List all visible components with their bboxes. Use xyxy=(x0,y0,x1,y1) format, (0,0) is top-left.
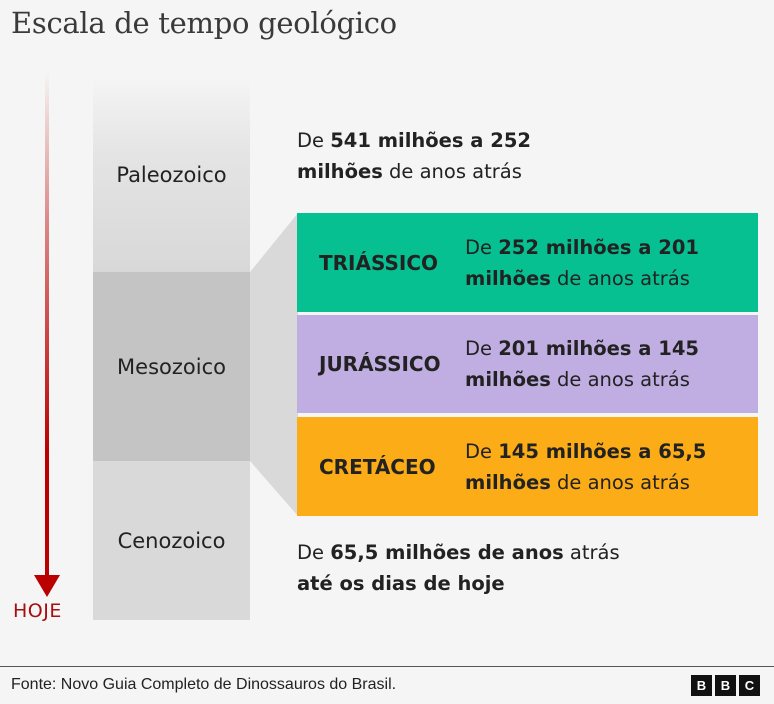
era-label: Cenozoico xyxy=(117,528,226,553)
desc-text: de anos atrás xyxy=(550,368,690,391)
desc-text: de anos atrás xyxy=(382,160,522,183)
period-name: TRIÁSSICO xyxy=(319,250,438,275)
paleozoic-description: De 541 milhões a 252 milhões de anos atr… xyxy=(297,125,531,187)
era-paleozoic: Paleozoico xyxy=(93,78,250,272)
desc-bold: milhões xyxy=(465,470,551,494)
period-name: CRETÁCEO xyxy=(319,454,436,479)
logo-letter: C xyxy=(739,675,760,696)
desc-bold: 201 milhões a 145 xyxy=(498,337,699,360)
desc-text: de anos atrás xyxy=(550,266,690,290)
desc-bold: 65,5 milhões de anos xyxy=(330,541,564,564)
timeline-arrow-shaft xyxy=(45,72,49,577)
desc-bold: 541 milhões a 252 xyxy=(330,129,531,152)
desc-bold: 252 milhões a 201 xyxy=(498,235,699,259)
period-jurassic: JURÁSSICO De 201 milhões a 145 milhões d… xyxy=(297,315,758,413)
era-mesozoic: Mesozoico xyxy=(93,272,250,461)
desc-text: De xyxy=(465,337,499,360)
period-description: De 252 milhões a 201 milhões de anos atr… xyxy=(465,232,699,294)
era-label: Mesozoico xyxy=(117,354,226,379)
desc-text: atrás xyxy=(563,541,620,564)
desc-text: De xyxy=(297,541,331,564)
desc-text: De xyxy=(297,129,331,152)
desc-bold: 145 milhões a 65,5 xyxy=(498,439,707,463)
chart-title: Escala de tempo geológico xyxy=(11,6,397,40)
cenozoic-description: De 65,5 milhões de anos atrás até os dia… xyxy=(297,537,620,599)
bbc-logo: B B C xyxy=(691,675,760,696)
source-note: Fonte: Novo Guia Completo de Dinossauros… xyxy=(11,676,397,693)
desc-bold: até os dias de hoje xyxy=(297,572,505,595)
footer-divider xyxy=(0,666,774,667)
arrow-down-icon xyxy=(34,575,60,597)
era-label: Paleozoico xyxy=(116,163,227,187)
desc-bold: milhões xyxy=(465,368,551,391)
logo-letter: B xyxy=(715,675,736,696)
period-triassic: TRIÁSSICO De 252 milhões a 201 milhões d… xyxy=(297,213,758,312)
today-label: HOJE xyxy=(13,600,62,622)
desc-text: De xyxy=(465,235,499,259)
desc-text: De xyxy=(465,439,499,463)
mesozoic-expansion-connector xyxy=(250,213,298,516)
period-name: JURÁSSICO xyxy=(319,352,441,376)
desc-text: de anos atrás xyxy=(550,470,690,494)
period-description: De 201 milhões a 145 milhões de anos atr… xyxy=(465,333,699,395)
desc-bold: milhões xyxy=(297,160,383,183)
era-cenozoic: Cenozoico xyxy=(93,461,250,620)
logo-letter: B xyxy=(691,675,712,696)
period-description: De 145 milhões a 65,5 milhões de anos at… xyxy=(465,436,706,498)
desc-bold: milhões xyxy=(465,266,551,290)
period-cretaceous: CRETÁCEO De 145 milhões a 65,5 milhões d… xyxy=(297,417,758,516)
